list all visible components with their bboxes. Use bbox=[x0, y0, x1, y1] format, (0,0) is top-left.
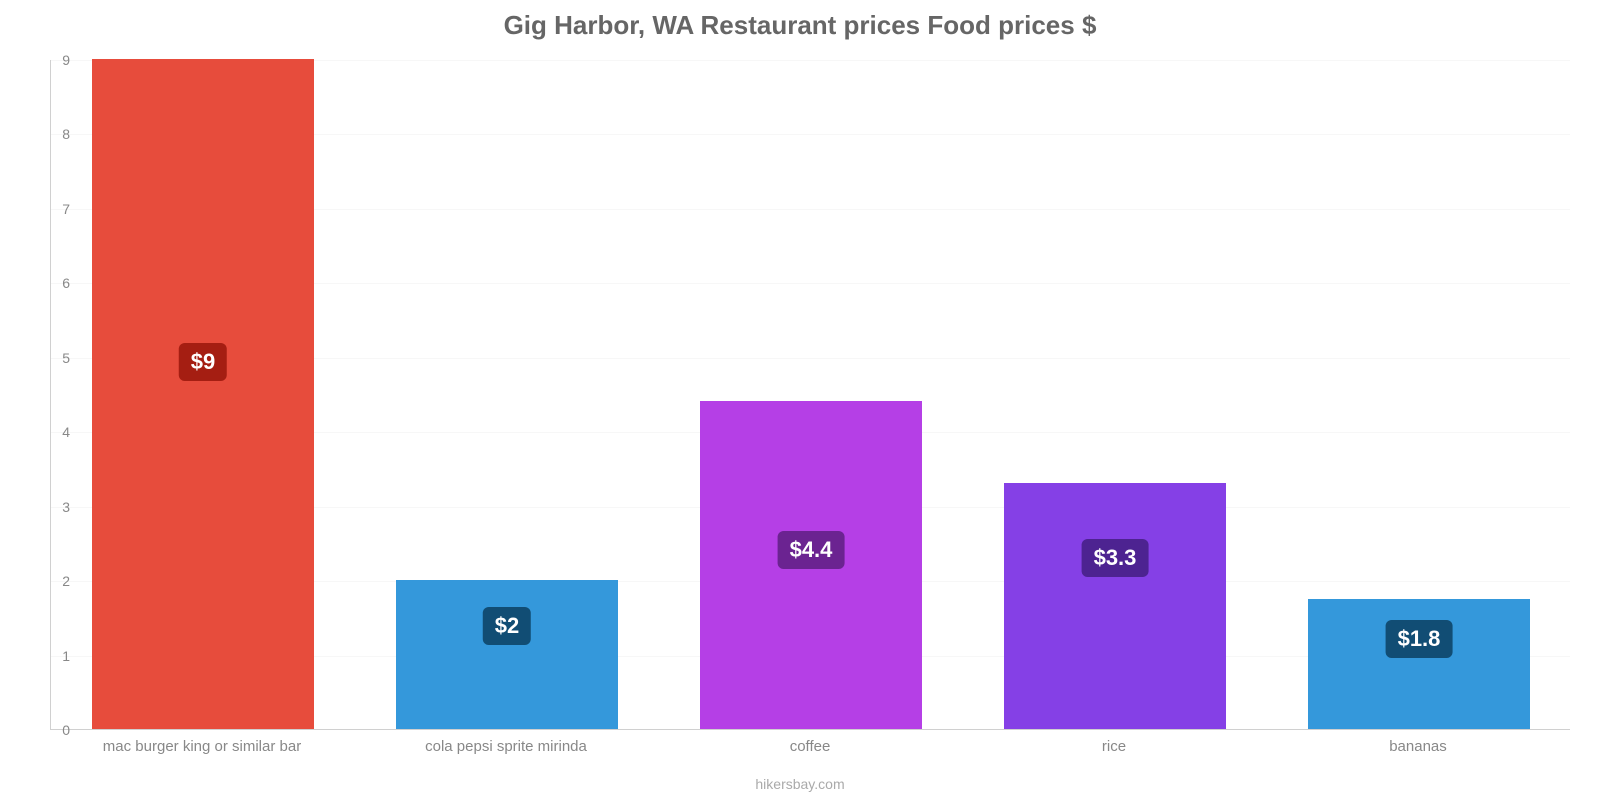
price-bar-chart: Gig Harbor, WA Restaurant prices Food pr… bbox=[0, 0, 1600, 800]
y-tick-label: 2 bbox=[30, 573, 70, 589]
x-tick-label: cola pepsi sprite mirinda bbox=[425, 738, 587, 755]
y-tick-label: 5 bbox=[30, 350, 70, 366]
bar-value-label: $4.4 bbox=[778, 531, 845, 569]
bar bbox=[92, 59, 314, 729]
y-tick-label: 0 bbox=[30, 722, 70, 738]
y-tick-label: 7 bbox=[30, 201, 70, 217]
attribution-text: hikersbay.com bbox=[0, 776, 1600, 792]
y-tick-label: 4 bbox=[30, 424, 70, 440]
y-tick-label: 8 bbox=[30, 126, 70, 142]
y-tick-label: 3 bbox=[30, 499, 70, 515]
x-tick-label: mac burger king or similar bar bbox=[103, 738, 301, 755]
x-tick-label: bananas bbox=[1389, 738, 1447, 755]
bar-value-label: $2 bbox=[483, 607, 531, 645]
bar bbox=[1308, 599, 1530, 729]
bar-value-label: $9 bbox=[179, 343, 227, 381]
y-tick-label: 9 bbox=[30, 52, 70, 68]
bar bbox=[396, 580, 618, 729]
x-tick-label: rice bbox=[1102, 738, 1126, 755]
bar-value-label: $3.3 bbox=[1082, 539, 1149, 577]
x-tick-label: coffee bbox=[790, 738, 831, 755]
plot-area: $9 $2 $4.4 $3.3 $1.8 bbox=[50, 60, 1570, 730]
bar-value-label: $1.8 bbox=[1386, 620, 1453, 658]
chart-title: Gig Harbor, WA Restaurant prices Food pr… bbox=[0, 10, 1600, 41]
y-tick-label: 6 bbox=[30, 275, 70, 291]
bar bbox=[1004, 483, 1226, 729]
y-tick-label: 1 bbox=[30, 648, 70, 664]
